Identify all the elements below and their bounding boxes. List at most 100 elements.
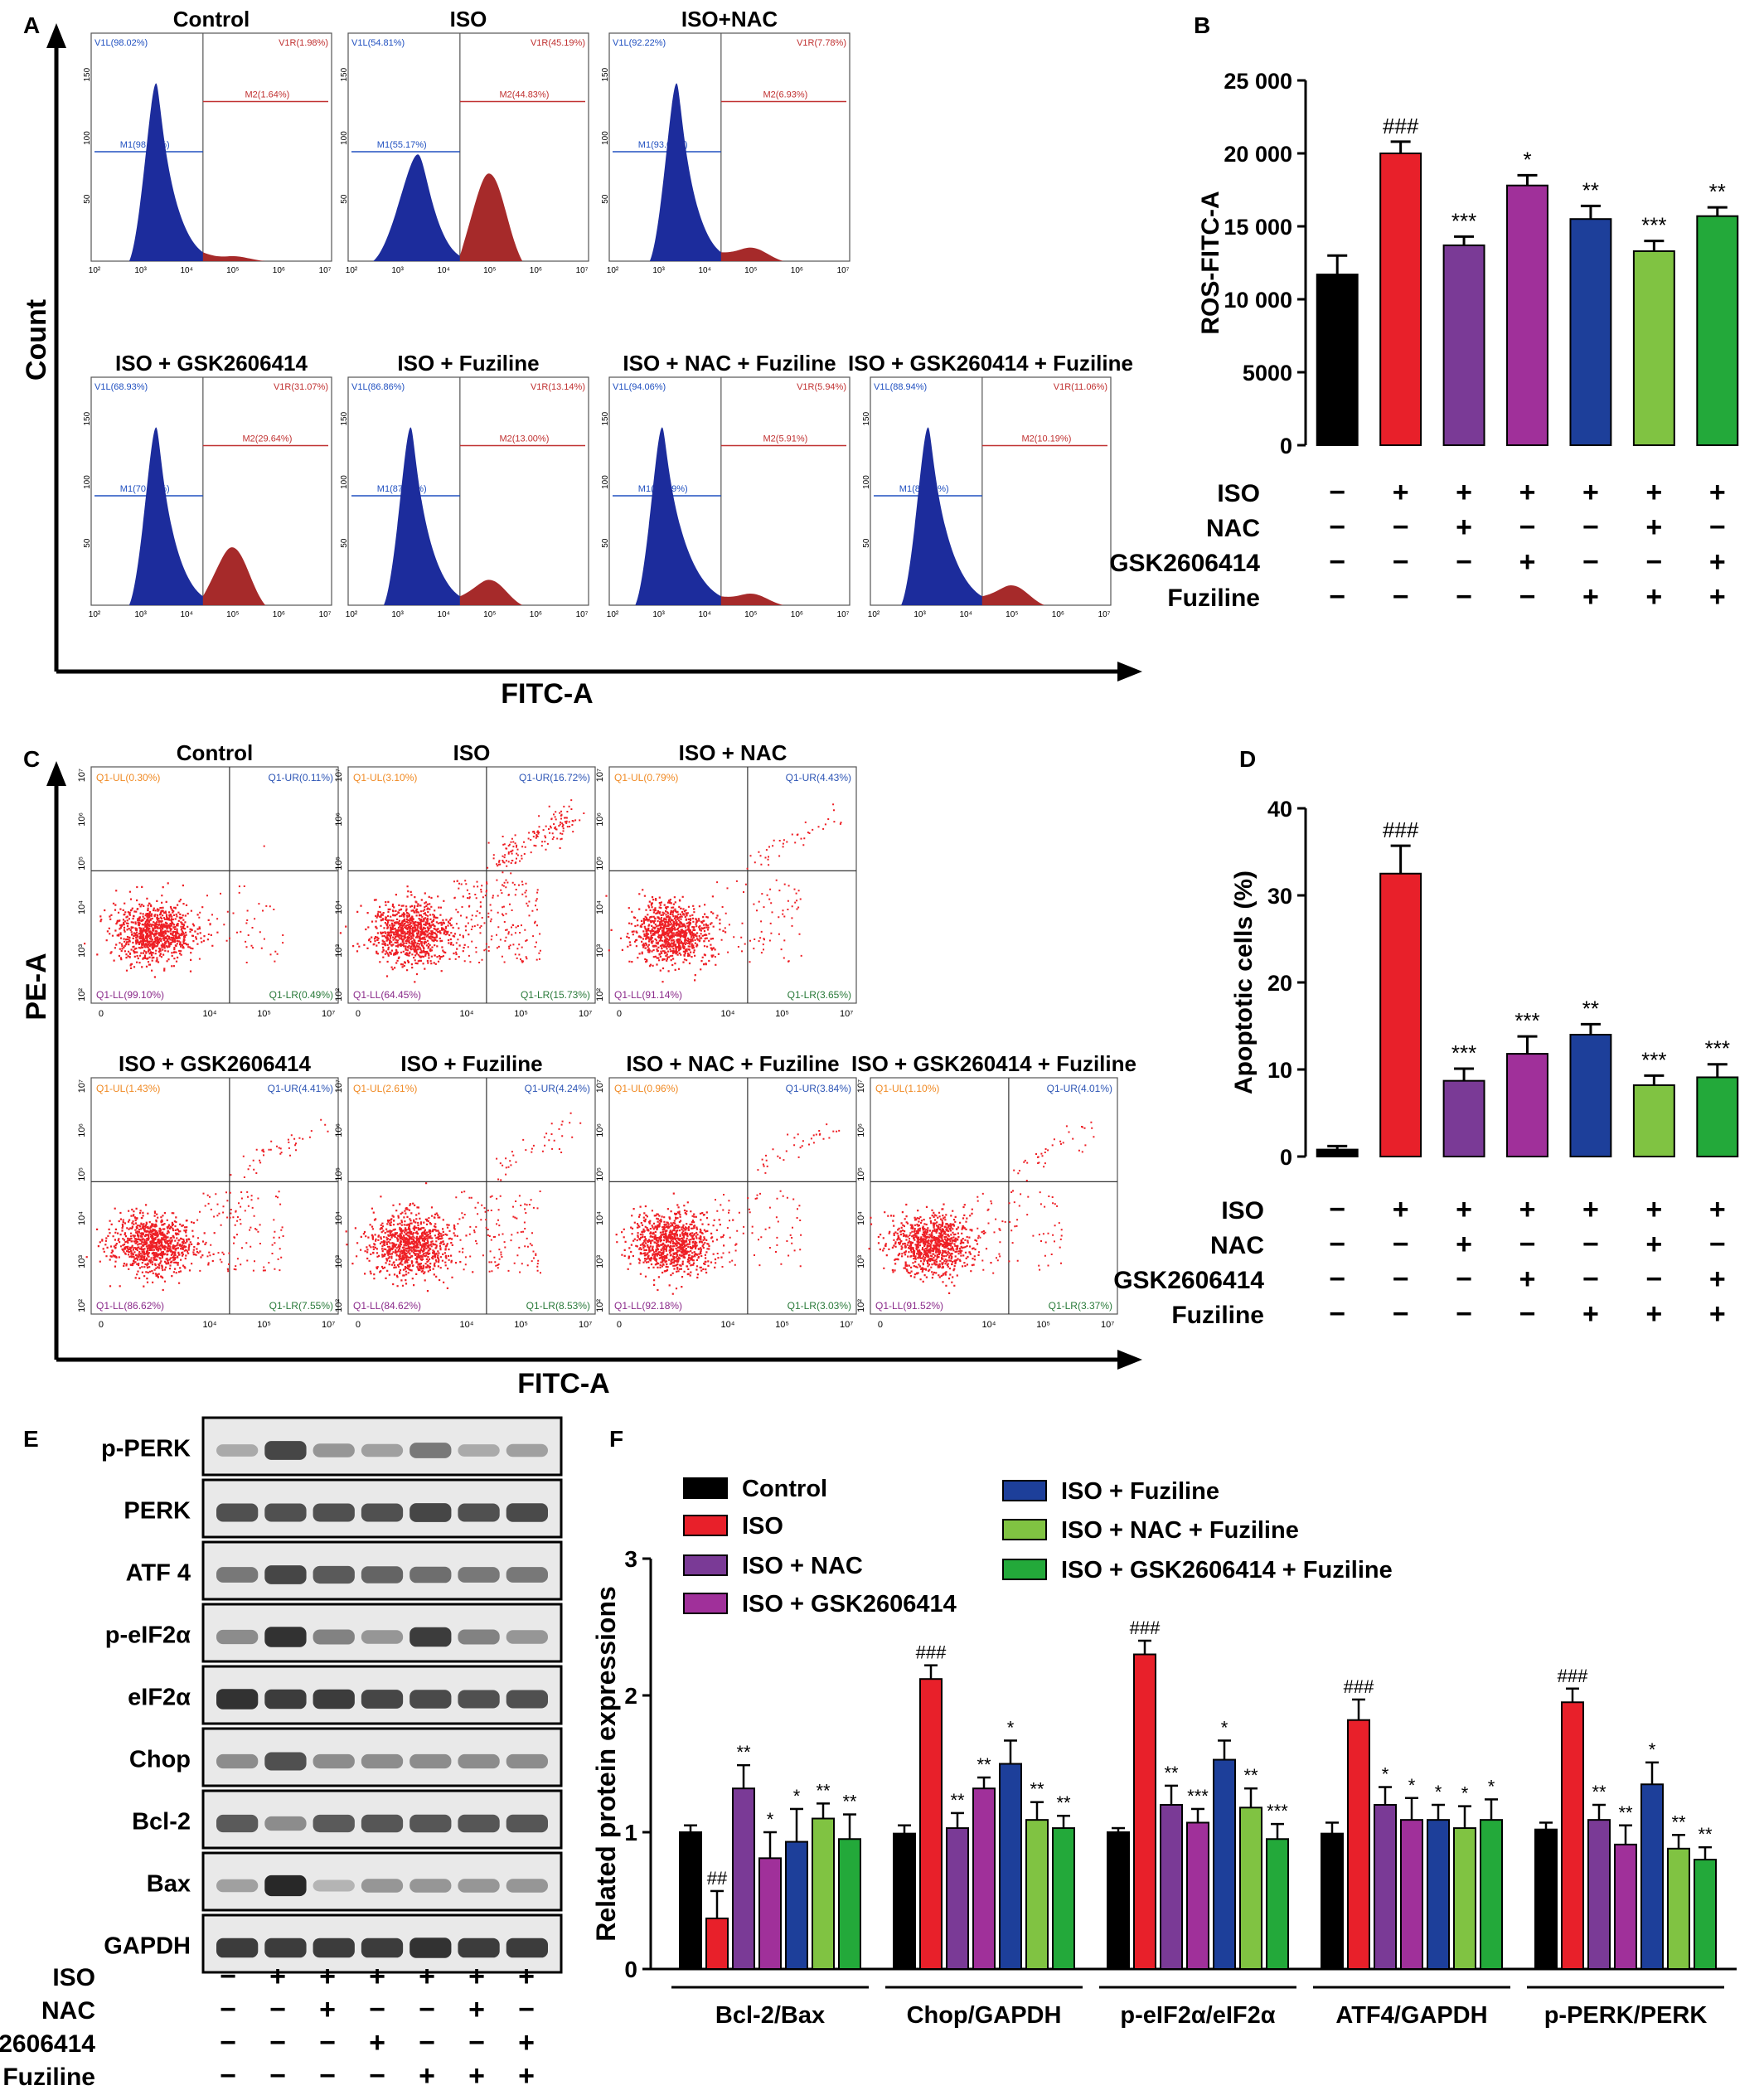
hist-y-tick: 100 bbox=[601, 131, 610, 145]
hist-m2-label: M2(29.64%) bbox=[242, 434, 292, 444]
hist-x-tick: 10⁵ bbox=[744, 266, 757, 275]
hist-red-population bbox=[202, 252, 266, 261]
hist-x-tick: 10³ bbox=[914, 610, 926, 619]
y-tick-label: 0 bbox=[1280, 1145, 1292, 1170]
significance-label: ** bbox=[1243, 1765, 1258, 1786]
bar bbox=[1667, 1847, 1690, 1971]
treatment-row-label: ISO bbox=[1217, 480, 1260, 507]
significance-label: *** bbox=[1451, 1040, 1476, 1065]
hist-x-tick: 10⁵ bbox=[483, 266, 496, 275]
hist-x-tick: 10⁴ bbox=[959, 610, 972, 619]
hist-y-tick: 50 bbox=[83, 194, 92, 204]
significance-label: ** bbox=[1698, 1824, 1713, 1845]
bar bbox=[1569, 1034, 1612, 1157]
legend-label: Control bbox=[742, 1476, 827, 1502]
blot-band bbox=[216, 1938, 259, 1958]
bar bbox=[732, 1787, 755, 1970]
legend-label: ISO + Fuziline bbox=[1061, 1478, 1219, 1505]
scatter-x-tick: 10⁴ bbox=[460, 1009, 474, 1019]
blot-band bbox=[264, 1689, 307, 1710]
panel-b-ros-chart: 0 5000 10 000 15 000 20 000 25 000 ROS-FITC-A #… bbox=[1109, 69, 1739, 613]
hist-y-tick: 150 bbox=[340, 411, 349, 425]
legend-label: ISO + NAC bbox=[742, 1553, 863, 1579]
quadrant-ur-label: Q1-UR(4.41%) bbox=[268, 1083, 333, 1094]
hist-x-tick: 10² bbox=[89, 266, 101, 275]
blot-band bbox=[506, 1503, 548, 1522]
treatment-sign: + bbox=[1645, 1194, 1662, 1225]
scatter-x-tick: 0 bbox=[99, 1320, 104, 1330]
blot-band bbox=[313, 1753, 355, 1769]
hist-v1l-label: V1L(86.86%) bbox=[351, 382, 405, 392]
scatter-title: ISO + GSK2606414 bbox=[119, 1051, 312, 1076]
scatter-title: ISO + Fuziline bbox=[400, 1051, 542, 1076]
treatment-sign: + bbox=[1582, 581, 1599, 613]
blot-band bbox=[216, 1444, 259, 1457]
scatter-frame bbox=[90, 766, 339, 1004]
hist-m1-label: M1(55.17%) bbox=[377, 140, 427, 150]
bar bbox=[1696, 1076, 1739, 1157]
treatment-sign: − bbox=[269, 2027, 286, 2059]
legend-label: ISO + GSK2606414 bbox=[742, 1591, 957, 1617]
hist-m2-label: M2(13.00%) bbox=[499, 434, 549, 444]
hist-v1r-label: V1R(45.19%) bbox=[531, 38, 585, 48]
scatter-x-tick: 10⁷ bbox=[579, 1320, 592, 1330]
quadrant-ul-label: Q1-UL(1.43%) bbox=[96, 1083, 160, 1094]
scatter-y-tick: 10⁶ bbox=[856, 1123, 866, 1137]
treatment-row-label: Fuziline bbox=[2, 2064, 95, 2091]
hist-x-tick: 10³ bbox=[652, 266, 665, 275]
scatter-x-tick: 0 bbox=[617, 1009, 622, 1019]
panel-c-ylabel: PE-A bbox=[21, 953, 52, 1020]
treatment-sign: + bbox=[468, 1961, 485, 1992]
hist-red-population bbox=[981, 584, 1045, 605]
significance-label: * bbox=[1221, 1717, 1228, 1738]
blot-band bbox=[264, 1938, 307, 1958]
y-tick-label: 15 000 bbox=[1224, 215, 1292, 240]
hist-x-tick: 10³ bbox=[391, 266, 404, 275]
scatter-y-tick: 10⁶ bbox=[77, 812, 87, 827]
legend-label: ISO + NAC + Fuziline bbox=[1061, 1517, 1299, 1544]
hist-x-tick: 10⁶ bbox=[1052, 610, 1064, 619]
quadrant-ur-label: Q1-UR(3.84%) bbox=[786, 1083, 851, 1094]
treatment-sign: − bbox=[1393, 546, 1409, 578]
quadrant-ll-label: Q1-LL(92.18%) bbox=[614, 1300, 682, 1312]
panel-letter-b: B bbox=[1194, 12, 1210, 38]
y-tick-label: 0 bbox=[1280, 434, 1292, 458]
scatter-y-tick: 10⁵ bbox=[595, 856, 605, 871]
treatment-sign: + bbox=[1645, 477, 1662, 508]
treatment-sign: + bbox=[518, 2027, 535, 2059]
scatter-x-tick: 10⁵ bbox=[514, 1009, 528, 1019]
hist-v1r-label: V1R(5.94%) bbox=[797, 382, 846, 392]
treatment-sign: + bbox=[1456, 1194, 1472, 1225]
blot-band bbox=[313, 1938, 355, 1958]
treatment-sign: + bbox=[1709, 1263, 1726, 1295]
hist-x-tick: 10⁵ bbox=[226, 266, 239, 275]
blot-band bbox=[361, 1938, 404, 1958]
quadrant-lr-label: Q1-LR(8.53%) bbox=[526, 1300, 590, 1312]
scatter-y-tick: 10⁷ bbox=[856, 1079, 866, 1093]
hist-y-tick: 100 bbox=[601, 475, 610, 489]
y-tick-label: 40 bbox=[1267, 797, 1292, 822]
scatter-y-tick: 10³ bbox=[595, 1255, 605, 1268]
bar bbox=[1374, 1804, 1397, 1970]
scatter-y-tick: 10⁴ bbox=[77, 1211, 87, 1225]
bar bbox=[1400, 1819, 1423, 1970]
bar bbox=[1696, 215, 1739, 446]
treatment-sign: − bbox=[419, 1994, 435, 2025]
bar bbox=[1160, 1804, 1183, 1970]
hist-x-tick: 10² bbox=[607, 610, 619, 619]
panel-a-axes bbox=[46, 23, 1142, 681]
x-category-label: Bcl-2/Bax bbox=[715, 2002, 825, 2029]
hist-y-tick: 100 bbox=[862, 475, 871, 489]
blot-band bbox=[410, 1879, 452, 1893]
hist-x-tick: 10⁵ bbox=[226, 610, 239, 619]
legend-swatch bbox=[1002, 1559, 1047, 1580]
hist-x-tick: 10⁶ bbox=[791, 266, 803, 275]
blot-band bbox=[264, 1627, 307, 1647]
scatter-events bbox=[339, 799, 585, 983]
treatment-sign: − bbox=[319, 2027, 336, 2059]
significance-label: ** bbox=[1618, 1802, 1633, 1823]
significance-label: ** bbox=[950, 1790, 965, 1811]
treatment-sign: − bbox=[1329, 1263, 1345, 1295]
treatment-sign: + bbox=[419, 1961, 435, 1992]
